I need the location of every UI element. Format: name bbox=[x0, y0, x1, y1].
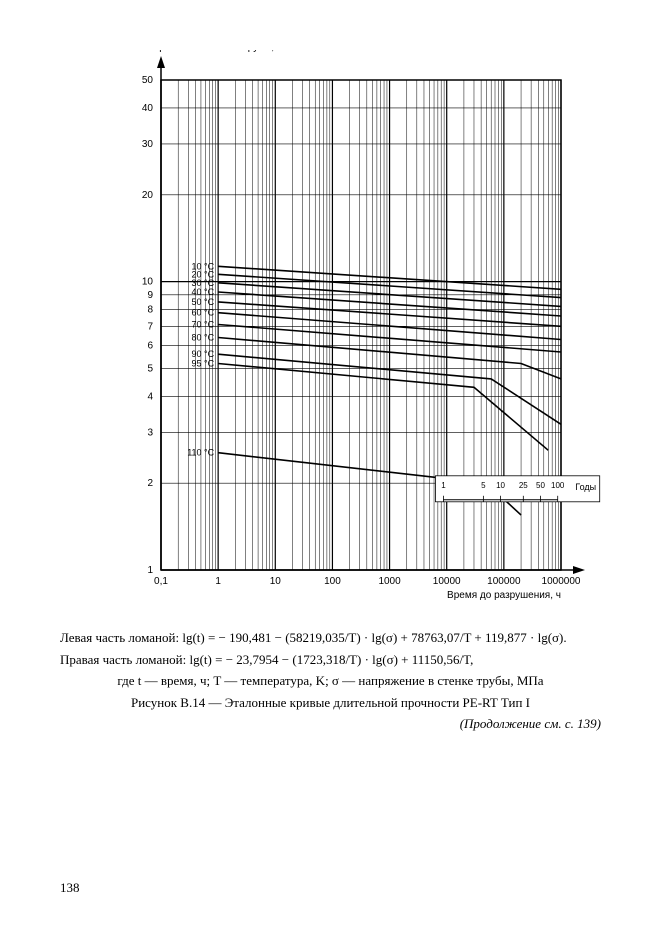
svg-text:40 °C: 40 °C bbox=[191, 287, 214, 297]
svg-text:60 °C: 60 °C bbox=[191, 308, 214, 318]
svg-text:40: 40 bbox=[141, 103, 153, 114]
svg-text:30: 30 bbox=[141, 139, 153, 150]
svg-text:9: 9 bbox=[147, 290, 153, 301]
svg-text:Время до разрушения, ч: Время до разрушения, ч bbox=[447, 590, 561, 601]
svg-text:95 °C: 95 °C bbox=[191, 358, 214, 368]
caption-eq-right: Правая часть ломаной: lg(t) = − 23,7954 … bbox=[60, 651, 601, 669]
svg-text:1: 1 bbox=[441, 481, 446, 490]
svg-text:2: 2 bbox=[147, 478, 153, 489]
svg-text:6: 6 bbox=[147, 341, 153, 352]
caption-eq-left: Левая часть ломаной: lg(t) = − 190,481 −… bbox=[60, 629, 601, 647]
svg-text:100: 100 bbox=[324, 576, 341, 587]
svg-text:80 °C: 80 °C bbox=[191, 332, 214, 342]
page-number: 138 bbox=[60, 880, 80, 896]
svg-text:100: 100 bbox=[551, 481, 565, 490]
svg-text:3: 3 bbox=[147, 427, 153, 438]
caption-legend: где t — время, ч; T — температура, K; σ … bbox=[60, 672, 601, 690]
figure-title: Рисунок B.14 — Эталонные кривые длительн… bbox=[60, 694, 601, 712]
svg-text:70 °C: 70 °C bbox=[191, 319, 214, 329]
continuation: (Продолжение см. с. 139) bbox=[60, 715, 601, 733]
caption-block: Левая часть ломаной: lg(t) = − 190,481 −… bbox=[60, 629, 601, 733]
svg-text:5: 5 bbox=[147, 363, 153, 374]
svg-text:50: 50 bbox=[536, 481, 545, 490]
svg-text:7: 7 bbox=[147, 321, 153, 332]
svg-text:10: 10 bbox=[141, 277, 153, 288]
svg-text:Годы: Годы bbox=[575, 482, 596, 492]
svg-text:1000000: 1000000 bbox=[541, 576, 580, 587]
strength-chart: 1 2 3 4 5 6 7 8 9 10 20 30 40 50 Напряжение в стенке т… bbox=[61, 50, 601, 610]
svg-text:5: 5 bbox=[481, 481, 486, 490]
svg-text:1: 1 bbox=[147, 565, 153, 576]
svg-text:0,1: 0,1 bbox=[154, 576, 168, 587]
svg-text:110 °C: 110 °C bbox=[187, 448, 214, 458]
svg-text:Напряжение в стенке трубы, МПа: Напряжение в стенке трубы, МПа bbox=[141, 50, 298, 53]
svg-text:8: 8 bbox=[147, 305, 153, 316]
svg-text:10000: 10000 bbox=[432, 576, 460, 587]
chart-container: 1 2 3 4 5 6 7 8 9 10 20 30 40 50 Напряжение в стенке т… bbox=[61, 50, 601, 615]
svg-text:10: 10 bbox=[269, 576, 281, 587]
svg-text:25: 25 bbox=[518, 481, 527, 490]
svg-text:100000: 100000 bbox=[487, 576, 521, 587]
svg-text:1000: 1000 bbox=[378, 576, 401, 587]
svg-text:4: 4 bbox=[147, 391, 153, 402]
svg-text:1: 1 bbox=[215, 576, 221, 587]
svg-text:50: 50 bbox=[141, 75, 153, 86]
svg-text:10: 10 bbox=[496, 481, 505, 490]
svg-text:20: 20 bbox=[141, 190, 153, 201]
svg-text:50 °C: 50 °C bbox=[191, 297, 214, 307]
